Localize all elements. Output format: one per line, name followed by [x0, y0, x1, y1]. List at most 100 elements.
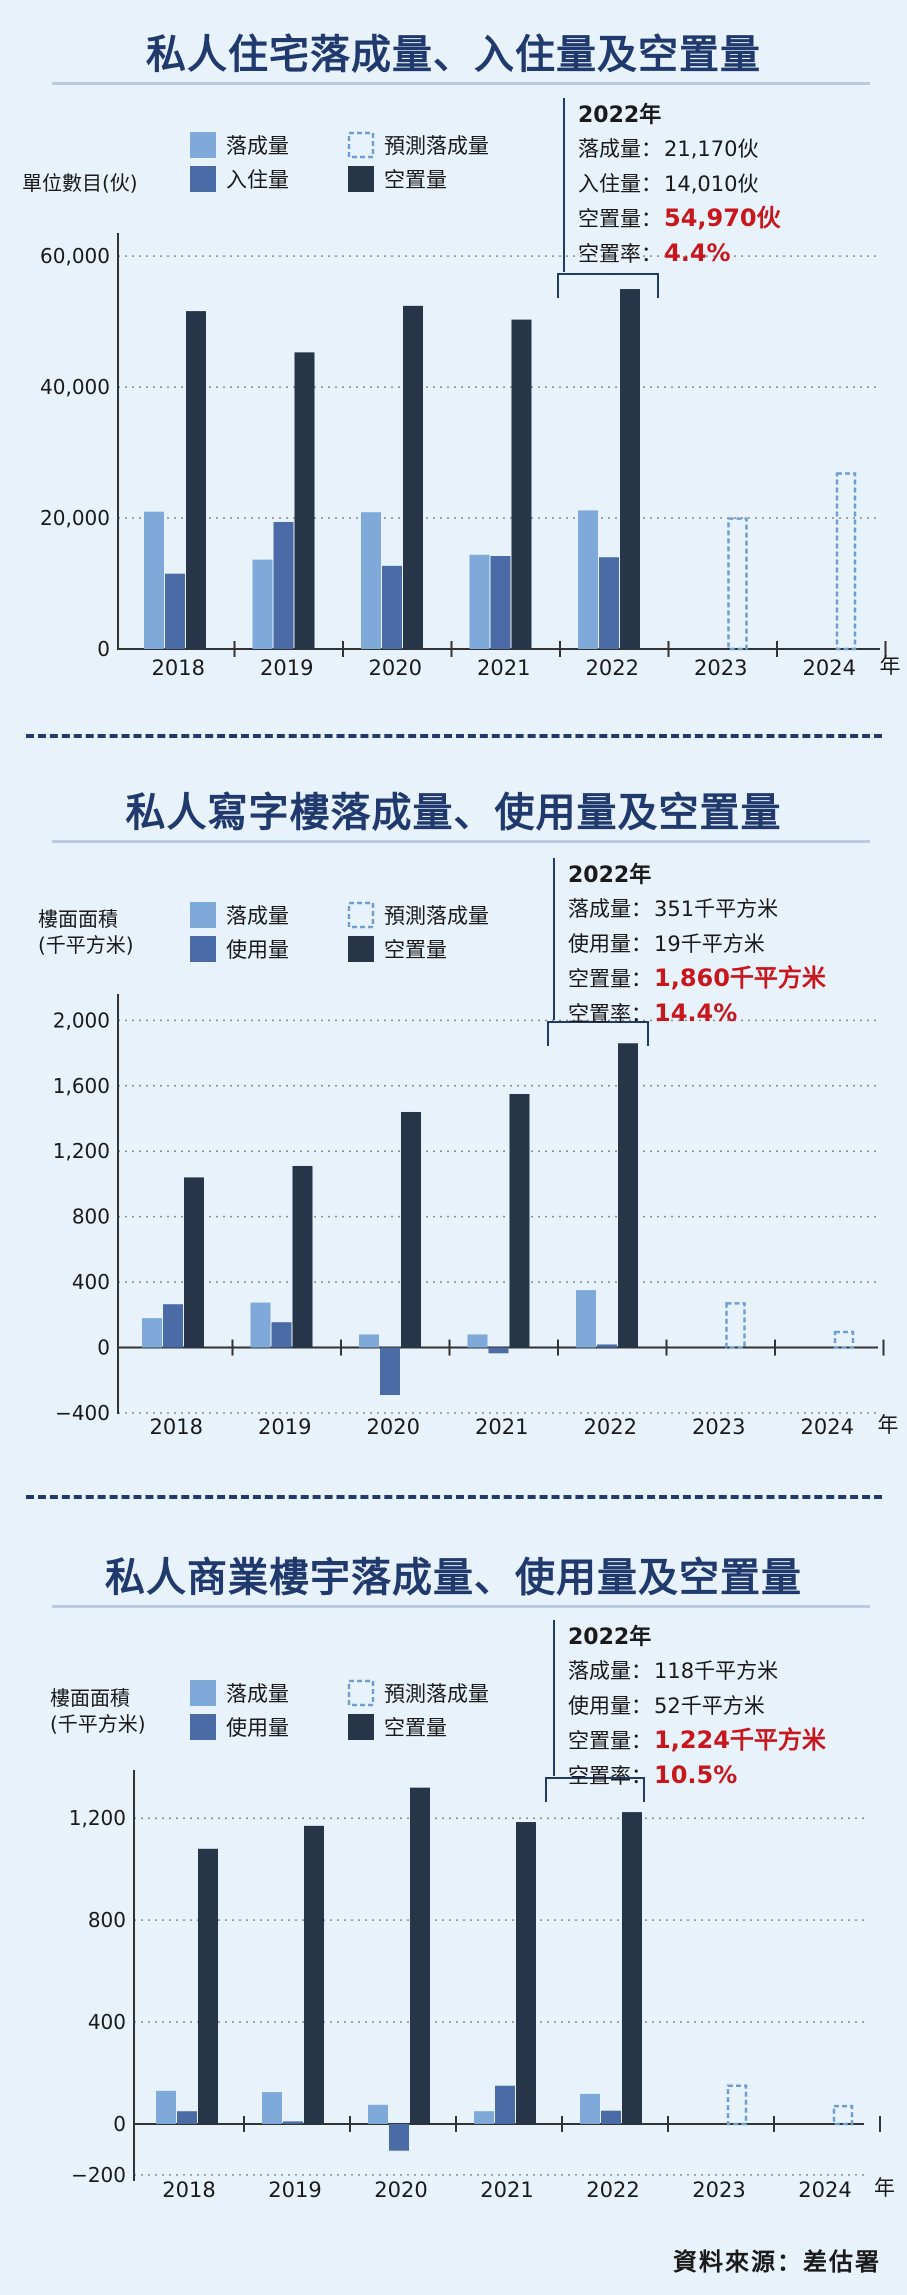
year-unit: 年: [878, 1413, 899, 1437]
y-axis-label: 單位數目(伙): [22, 171, 138, 195]
annotation-value: 14,010伙: [664, 172, 758, 196]
x-tick-label: 2024: [798, 2178, 851, 2202]
x-tick-label: 2019: [260, 656, 313, 680]
x-tick-label: 2020: [367, 1415, 420, 1439]
legend-label: 空置量: [384, 168, 447, 192]
x-tick-label: 2021: [477, 656, 530, 680]
completion-bar: [474, 2111, 494, 2124]
x-tick-label: 2022: [586, 656, 639, 680]
takeup-bar: [495, 2085, 515, 2124]
completion-bar: [361, 512, 381, 649]
completion-bar: [142, 1318, 162, 1348]
x-tick-label: 2018: [150, 1415, 203, 1439]
y-tick-label: 0: [97, 637, 110, 661]
y-tick-label: 60,000: [40, 244, 110, 268]
vacancy-bar: [294, 352, 315, 649]
vacancy-bar: [622, 1812, 642, 2124]
takeup-bar: [382, 565, 402, 649]
annotation-label: 使用量：: [568, 1694, 652, 1718]
y-tick-label: 0: [97, 1336, 110, 1360]
takeup-bar: [283, 2121, 303, 2124]
annotation-label: 空置量：: [578, 207, 662, 231]
legend-swatch: [190, 1680, 216, 1706]
legend-label: 使用量: [226, 1716, 289, 1740]
takeup-bar: [271, 1322, 292, 1348]
year-unit: 年: [874, 2176, 895, 2200]
takeup-bar: [597, 1344, 617, 1348]
completion-bar: [368, 2104, 388, 2124]
chart-title: 私人住宅落成量、入住量及空置量: [146, 31, 761, 78]
y-tick-label: 400: [72, 1270, 110, 1294]
completion-bar: [250, 1302, 271, 1348]
title-underline: [52, 82, 870, 85]
takeup-bar: [389, 2123, 409, 2151]
annotation-label: 空置量：: [568, 967, 652, 991]
x-tick-label: 2022: [586, 2178, 639, 2202]
completion-bar: [144, 511, 164, 649]
legend-swatch: [190, 902, 216, 928]
annotation-value: 52千平方米: [654, 1694, 765, 1718]
takeup-bar: [273, 521, 294, 649]
vacancy-bar: [304, 1825, 324, 2124]
annotation-bracket: [547, 1021, 649, 1046]
legend-swatch: [347, 901, 375, 929]
takeup-bar: [488, 1347, 509, 1354]
forecast-bar: [727, 517, 748, 651]
completion-bar: [262, 2092, 282, 2124]
office-chart: 樓面面積(千平方米) −400 0 400 800 1,200 1,600 2,000 2018…: [38, 858, 899, 1439]
annotation-value: 14.4%: [654, 999, 737, 1027]
vacancy-bar: [618, 1043, 638, 1348]
vacancy-bar: [509, 1093, 530, 1348]
y-tick-label: 800: [72, 1205, 110, 1229]
x-tick-label: 2024: [803, 656, 856, 680]
annotation-label: 空置率：: [568, 1764, 652, 1788]
y-tick-label: 40,000: [40, 375, 110, 399]
takeup-bar: [599, 557, 619, 649]
vacancy-bar: [198, 1848, 218, 2124]
residential-chart: 單位數目(伙) 0 20,000 40,000 60,000 2018 2019 2020 20…: [22, 98, 901, 680]
section-divider: [26, 734, 882, 738]
legend-swatch: [190, 1714, 216, 1740]
completion-bar: [576, 1290, 596, 1348]
x-tick-label: 2023: [692, 1415, 745, 1439]
annotation-label: 空置率：: [568, 1002, 652, 1026]
annotation-value: 351千平方米: [654, 897, 778, 921]
legend-label: 入住量: [226, 168, 289, 192]
x-tick-label: 2023: [692, 2178, 745, 2202]
vacancy-bar: [401, 1111, 421, 1348]
vacancy-bar: [184, 1177, 204, 1348]
legend-swatch: [347, 1679, 375, 1707]
annotation-year: 2022年: [578, 102, 661, 128]
source-note: 資料來源：差估署: [673, 2247, 881, 2276]
vacancy-bar: [186, 311, 206, 649]
takeup-bar: [601, 2110, 621, 2124]
legend-label: 落成量: [226, 1682, 289, 1706]
y-tick-label: 1,200: [53, 1139, 110, 1163]
vacancy-bar: [410, 1787, 430, 2124]
takeup-bar: [380, 1347, 400, 1396]
annotation-label: 落成量：: [568, 1659, 652, 1683]
annotation-label: 使用量：: [568, 932, 652, 956]
annotation-label: 落成量：: [568, 897, 652, 921]
annotation-label: 空置率：: [578, 242, 662, 266]
annotation-year: 2022年: [568, 1624, 651, 1650]
completion-bar: [252, 559, 273, 649]
section-divider: [26, 1495, 882, 1499]
completion-bar: [469, 554, 490, 649]
legend-label: 預測落成量: [384, 134, 489, 158]
y-axis-label: 樓面面積: [50, 1686, 130, 1710]
legend-label: 落成量: [226, 904, 289, 928]
y-tick-label: 1,200: [69, 1806, 126, 1830]
vacancy-bar: [620, 289, 640, 649]
takeup-bar: [165, 573, 185, 649]
forecast-bar: [835, 472, 857, 651]
y-axis-label: (千平方米): [50, 1712, 146, 1736]
y-tick-label: 2,000: [53, 1008, 110, 1032]
y-tick-label: 20,000: [40, 506, 110, 530]
completion-bar: [359, 1334, 379, 1348]
vacancy-bar: [516, 1822, 536, 2124]
x-tick-label: 2018: [162, 2178, 215, 2202]
legend-label: 落成量: [226, 134, 289, 158]
x-tick-label: 2019: [268, 2178, 321, 2202]
